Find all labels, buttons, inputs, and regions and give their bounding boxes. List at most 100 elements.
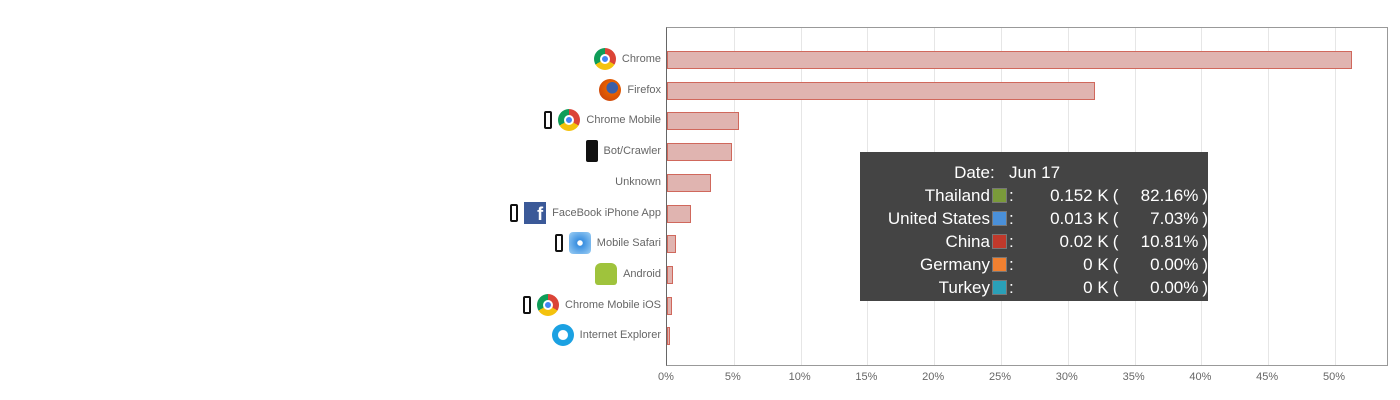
category-text: Unknown: [615, 175, 661, 188]
category-text: Chrome Mobile iOS: [565, 298, 661, 311]
tooltip-percent: 7.03%: [1150, 208, 1199, 228]
category-text: Chrome: [621, 53, 661, 65]
bar[interactable]: [667, 173, 712, 192]
tooltip-value: 0.013 K: [1050, 208, 1109, 228]
bar[interactable]: [667, 51, 1353, 69]
x-tick-label: 35%: [1122, 371, 1145, 383]
internet-explorer-icon: [551, 324, 574, 347]
category-text: FaceBook iPhone App: [552, 206, 661, 219]
bar[interactable]: [667, 327, 671, 346]
category-text: Mobile Safari: [596, 237, 661, 250]
x-tick-label: 20%: [922, 371, 945, 383]
paren: (: [1112, 208, 1119, 228]
paren: ): [1202, 277, 1209, 297]
paren: ): [1202, 231, 1209, 251]
tooltip-country: United States: [887, 208, 990, 228]
y-category-label: Bot/Crawler: [585, 139, 661, 163]
x-tick-label: 25%: [988, 371, 1012, 383]
legend-swatch: [991, 234, 1007, 249]
android-icon: [595, 262, 618, 285]
colon: :: [1008, 208, 1014, 228]
category-text: Internet Explorer: [579, 329, 661, 342]
robot-icon: [585, 140, 598, 163]
tooltip-percent: 0.00%: [1150, 254, 1199, 274]
y-category-label: Chrome Mobile: [544, 108, 661, 132]
chrome-icon: [593, 48, 616, 70]
x-tick-label: 50%: [1322, 371, 1346, 383]
tooltip-row: Germany: 0 K(0.00%): [860, 253, 1208, 276]
tooltip-percent: 0.00%: [1150, 277, 1199, 297]
tooltip-row: China: 0.02 K(10.81%): [860, 230, 1208, 253]
y-category-label: f FaceBook iPhone App: [510, 201, 661, 225]
bar[interactable]: [667, 143, 733, 162]
gridline: [733, 28, 735, 365]
plot-area: [666, 27, 1388, 366]
colon: :: [1008, 277, 1014, 297]
y-category-label: Internet Explorer: [551, 323, 661, 347]
legend-swatch: [991, 188, 1007, 203]
x-tick-label: 15%: [855, 371, 878, 383]
legend-swatch: [991, 280, 1007, 295]
x-tick-label: 45%: [1256, 371, 1279, 383]
tooltip-country: Thailand: [924, 185, 990, 205]
category-text: Android: [623, 267, 661, 280]
category-text: Bot/Crawler: [603, 145, 661, 158]
tooltip-percent: 10.81%: [1140, 231, 1199, 251]
legend-swatch: [991, 257, 1007, 272]
legend-swatch: [991, 211, 1007, 226]
y-category-label: Chrome: [593, 47, 661, 71]
chrome-icon: [537, 293, 560, 316]
y-category-label: Chrome Mobile iOS: [523, 293, 661, 317]
tooltip-percent: 82.16%: [1140, 185, 1199, 205]
facebook-icon: f: [524, 201, 547, 224]
tooltip-value: 0 K: [1083, 277, 1109, 297]
paren: (: [1112, 231, 1119, 251]
bar[interactable]: [667, 81, 1095, 100]
x-tick-label: 40%: [1189, 371, 1212, 383]
phone-icon: [554, 234, 563, 253]
colon: :: [1008, 231, 1014, 251]
tooltip-row: United States: 0.013 K(7.03%): [860, 207, 1208, 230]
tooltip-row: Thailand: 0.152 K(82.16%): [860, 184, 1208, 207]
bar[interactable]: [667, 204, 692, 223]
y-category-label: Firefox: [599, 78, 661, 102]
x-tick-label: 5%: [724, 371, 741, 383]
bar[interactable]: [667, 235, 677, 254]
bar[interactable]: [667, 112, 740, 131]
phone-icon: [523, 295, 532, 314]
category-text: Chrome Mobile: [586, 114, 661, 127]
y-category-label: Mobile Safari: [554, 231, 661, 255]
safari-icon: [568, 232, 591, 255]
tooltip-date-label: Date: [954, 162, 990, 182]
paren: ): [1202, 208, 1209, 228]
phone-icon: [544, 111, 553, 130]
colon: :: [1008, 254, 1014, 274]
tooltip-country: China: [945, 231, 990, 251]
tooltip-value: 0.152 K: [1050, 185, 1109, 205]
x-tick-label: 0%: [658, 371, 674, 383]
tooltip-date: Jun 17: [1009, 162, 1061, 182]
x-tick-label: 10%: [788, 371, 811, 383]
tooltip-value: 0 K: [1083, 254, 1109, 274]
y-category-label: Android: [595, 262, 661, 286]
category-text: Firefox: [627, 83, 661, 96]
colon: :: [1008, 185, 1014, 205]
phone-icon: [510, 203, 519, 222]
tooltip: Date: Jun 17 Thailand:0.152 K(82.16%) Uni…: [860, 152, 1208, 301]
tooltip-country: Turkey: [938, 277, 990, 297]
paren: ): [1202, 185, 1209, 205]
gridline: [1335, 28, 1336, 365]
gridline: [1268, 28, 1270, 365]
tooltip-row: Turkey: 0 K(0.00%): [860, 276, 1208, 299]
bar[interactable]: [667, 265, 673, 284]
paren: (: [1112, 185, 1119, 205]
tooltip-country: Germany: [920, 254, 990, 274]
bar[interactable]: [667, 296, 673, 315]
paren: (: [1112, 277, 1119, 297]
chrome-icon: [558, 109, 581, 132]
firefox-icon: [599, 78, 622, 101]
tooltip-value: 0.02 K: [1059, 231, 1109, 251]
gridline: [800, 28, 802, 365]
x-tick-label: 30%: [1055, 371, 1078, 383]
y-category-label: Unknown: [615, 170, 661, 194]
